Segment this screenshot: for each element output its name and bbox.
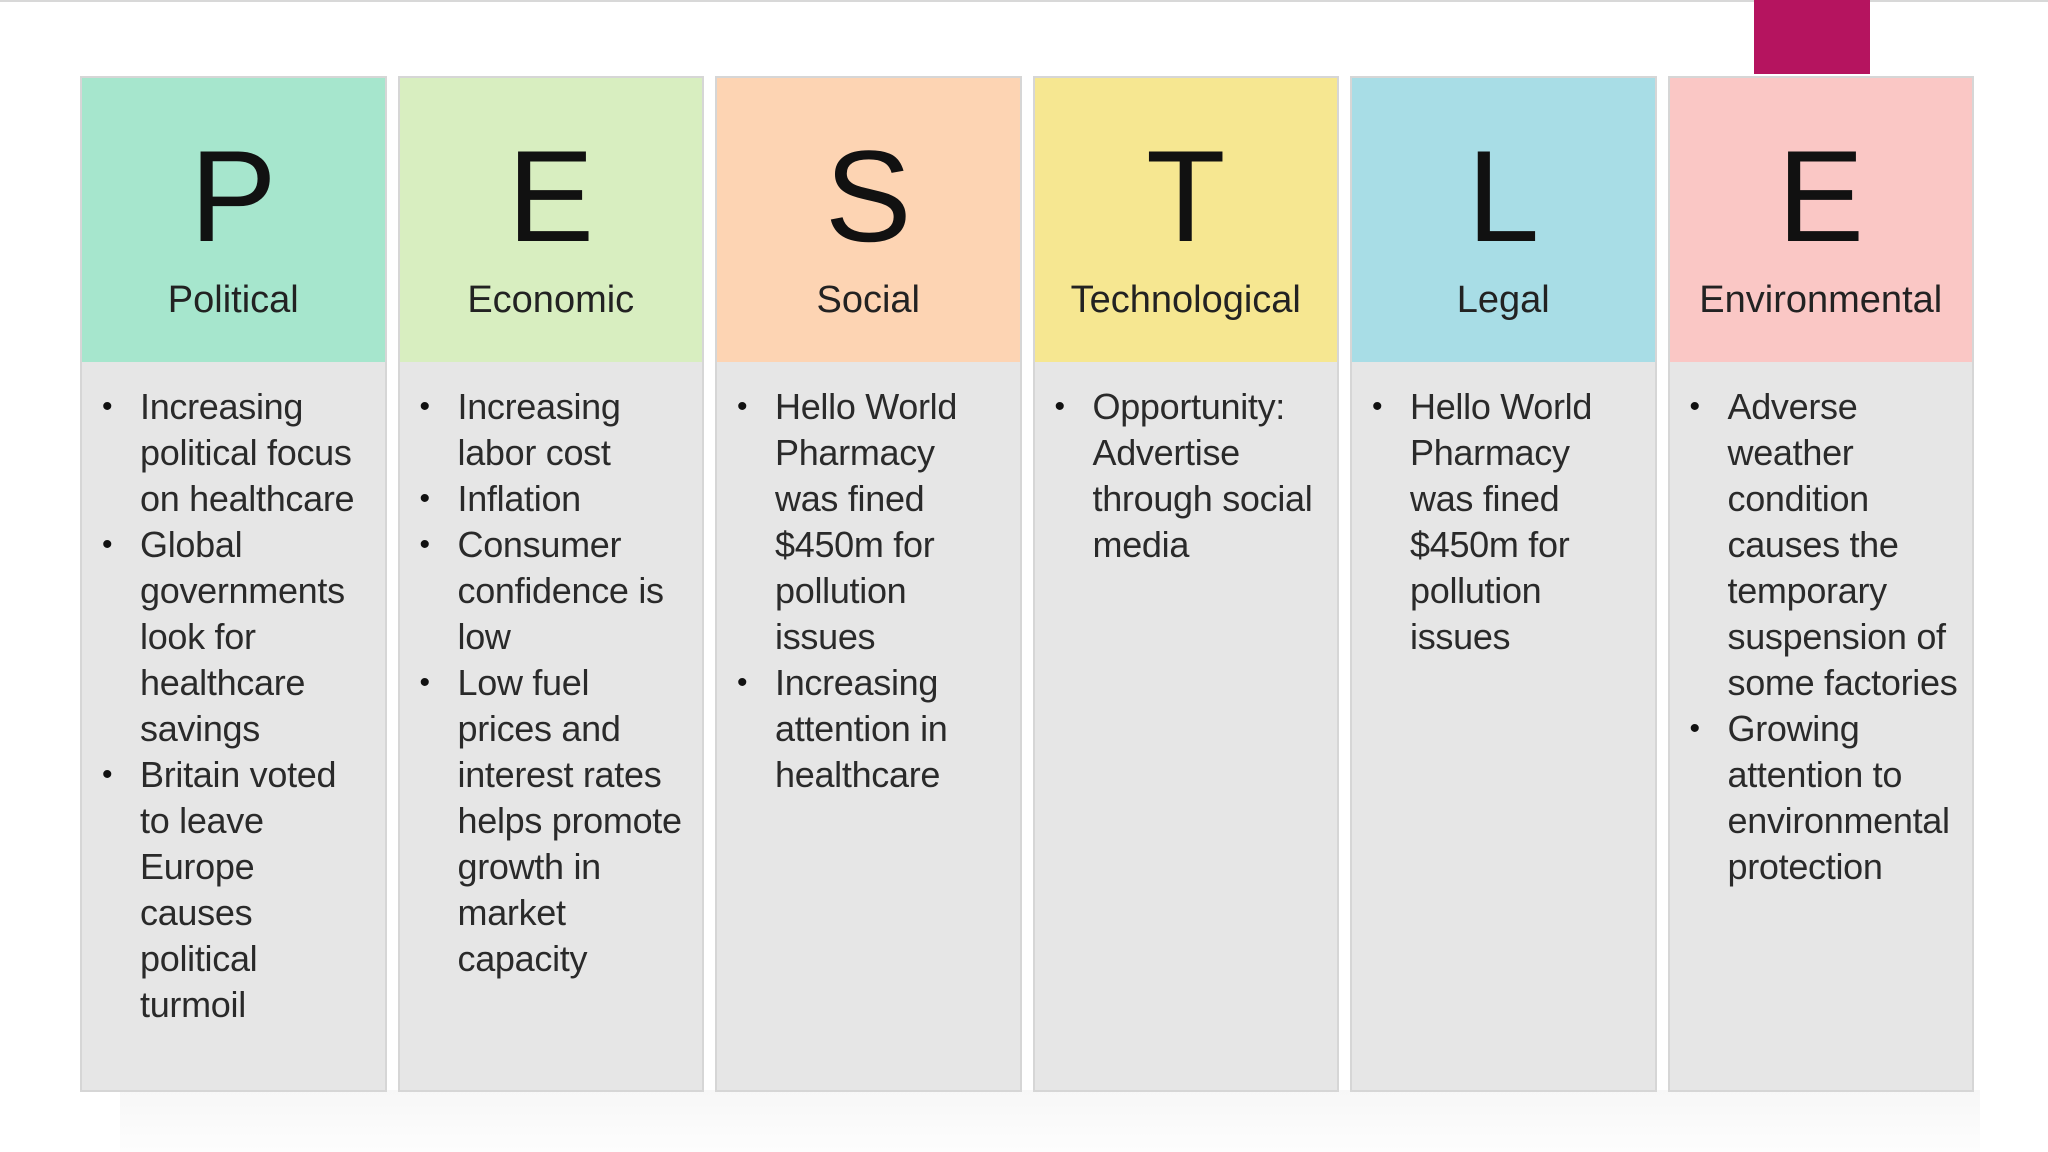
column-title: Political: [167, 279, 299, 321]
column-header: E Environmental: [1669, 78, 1972, 362]
column-environmental: E Environmental Adverse weather conditio…: [1667, 76, 1974, 1092]
column-body: Hello World Pharmacy was fined $450m for…: [1352, 362, 1655, 1090]
bullet-item: Inflation: [410, 476, 689, 522]
column-technological: T Technological Opportunity: Advertise t…: [1032, 76, 1339, 1092]
bullet-item: Hello World Pharmacy was fined $450m for…: [1362, 384, 1641, 660]
accent-block: [1754, 0, 1870, 74]
column-letter: S: [824, 123, 912, 269]
column-header: T Technological: [1034, 78, 1337, 362]
bullet-list: Hello World Pharmacy was fined $450m for…: [1362, 384, 1641, 660]
column-header: S Social: [717, 78, 1020, 362]
top-divider: [0, 0, 2048, 2]
column-title: Legal: [1456, 279, 1550, 321]
column-title: Economic: [467, 279, 635, 321]
column-letter: L: [1467, 123, 1540, 269]
column-letter: E: [1777, 123, 1865, 269]
column-legal: L Legal Hello World Pharmacy was fined $…: [1350, 76, 1657, 1092]
column-political: P Political Increasing political focus o…: [80, 76, 387, 1092]
bullet-item: Increasing labor cost: [410, 384, 689, 476]
bullet-item: Consumer confidence is low: [410, 522, 689, 660]
column-title: Environmental: [1699, 279, 1943, 321]
column-economic: E Economic Increasing labor cost Inflati…: [397, 76, 704, 1092]
bullet-list: Hello World Pharmacy was fined $450m for…: [727, 384, 1006, 798]
column-body: Increasing political focus on healthcare…: [82, 362, 385, 1090]
bullet-list: Adverse weather condition causes the tem…: [1680, 384, 1959, 890]
bottom-shadow: [120, 1090, 1980, 1152]
column-title: Social: [816, 279, 921, 321]
bullet-list: Opportunity: Advertise through social me…: [1045, 384, 1324, 568]
column-body: Increasing labor cost Inflation Consumer…: [399, 362, 702, 1090]
bullet-item: Global governments look for healthcare s…: [92, 522, 371, 752]
bullet-item: Increasing political focus on healthcare: [92, 384, 371, 522]
column-letter: T: [1146, 123, 1226, 269]
column-title: Technological: [1070, 279, 1301, 321]
column-letter: P: [189, 123, 277, 269]
bullet-item: Growing attention to environmental prote…: [1680, 706, 1959, 890]
column-header: P Political: [82, 78, 385, 362]
bullet-item: Adverse weather condition causes the tem…: [1680, 384, 1959, 706]
bullet-item: Hello World Pharmacy was fined $450m for…: [727, 384, 1006, 660]
column-body: Adverse weather condition causes the tem…: [1669, 362, 1972, 1090]
bullet-list: Increasing labor cost Inflation Consumer…: [410, 384, 689, 982]
pestle-table: P Political Increasing political focus o…: [80, 76, 1974, 1092]
bullet-item: Opportunity: Advertise through social me…: [1045, 384, 1324, 568]
column-body: Hello World Pharmacy was fined $450m for…: [717, 362, 1020, 1090]
bullet-item: Britain voted to leave Europe causes pol…: [92, 752, 371, 1028]
column-header: E Economic: [399, 78, 702, 362]
bullet-item: Low fuel prices and interest rates helps…: [410, 660, 689, 982]
column-letter: E: [507, 123, 595, 269]
bullet-item: Increasing attention in healthcare: [727, 660, 1006, 798]
column-body: Opportunity: Advertise through social me…: [1034, 362, 1337, 1090]
bullet-list: Increasing political focus on healthcare…: [92, 384, 371, 1028]
column-social: S Social Hello World Pharmacy was fined …: [715, 76, 1022, 1092]
column-header: L Legal: [1352, 78, 1655, 362]
